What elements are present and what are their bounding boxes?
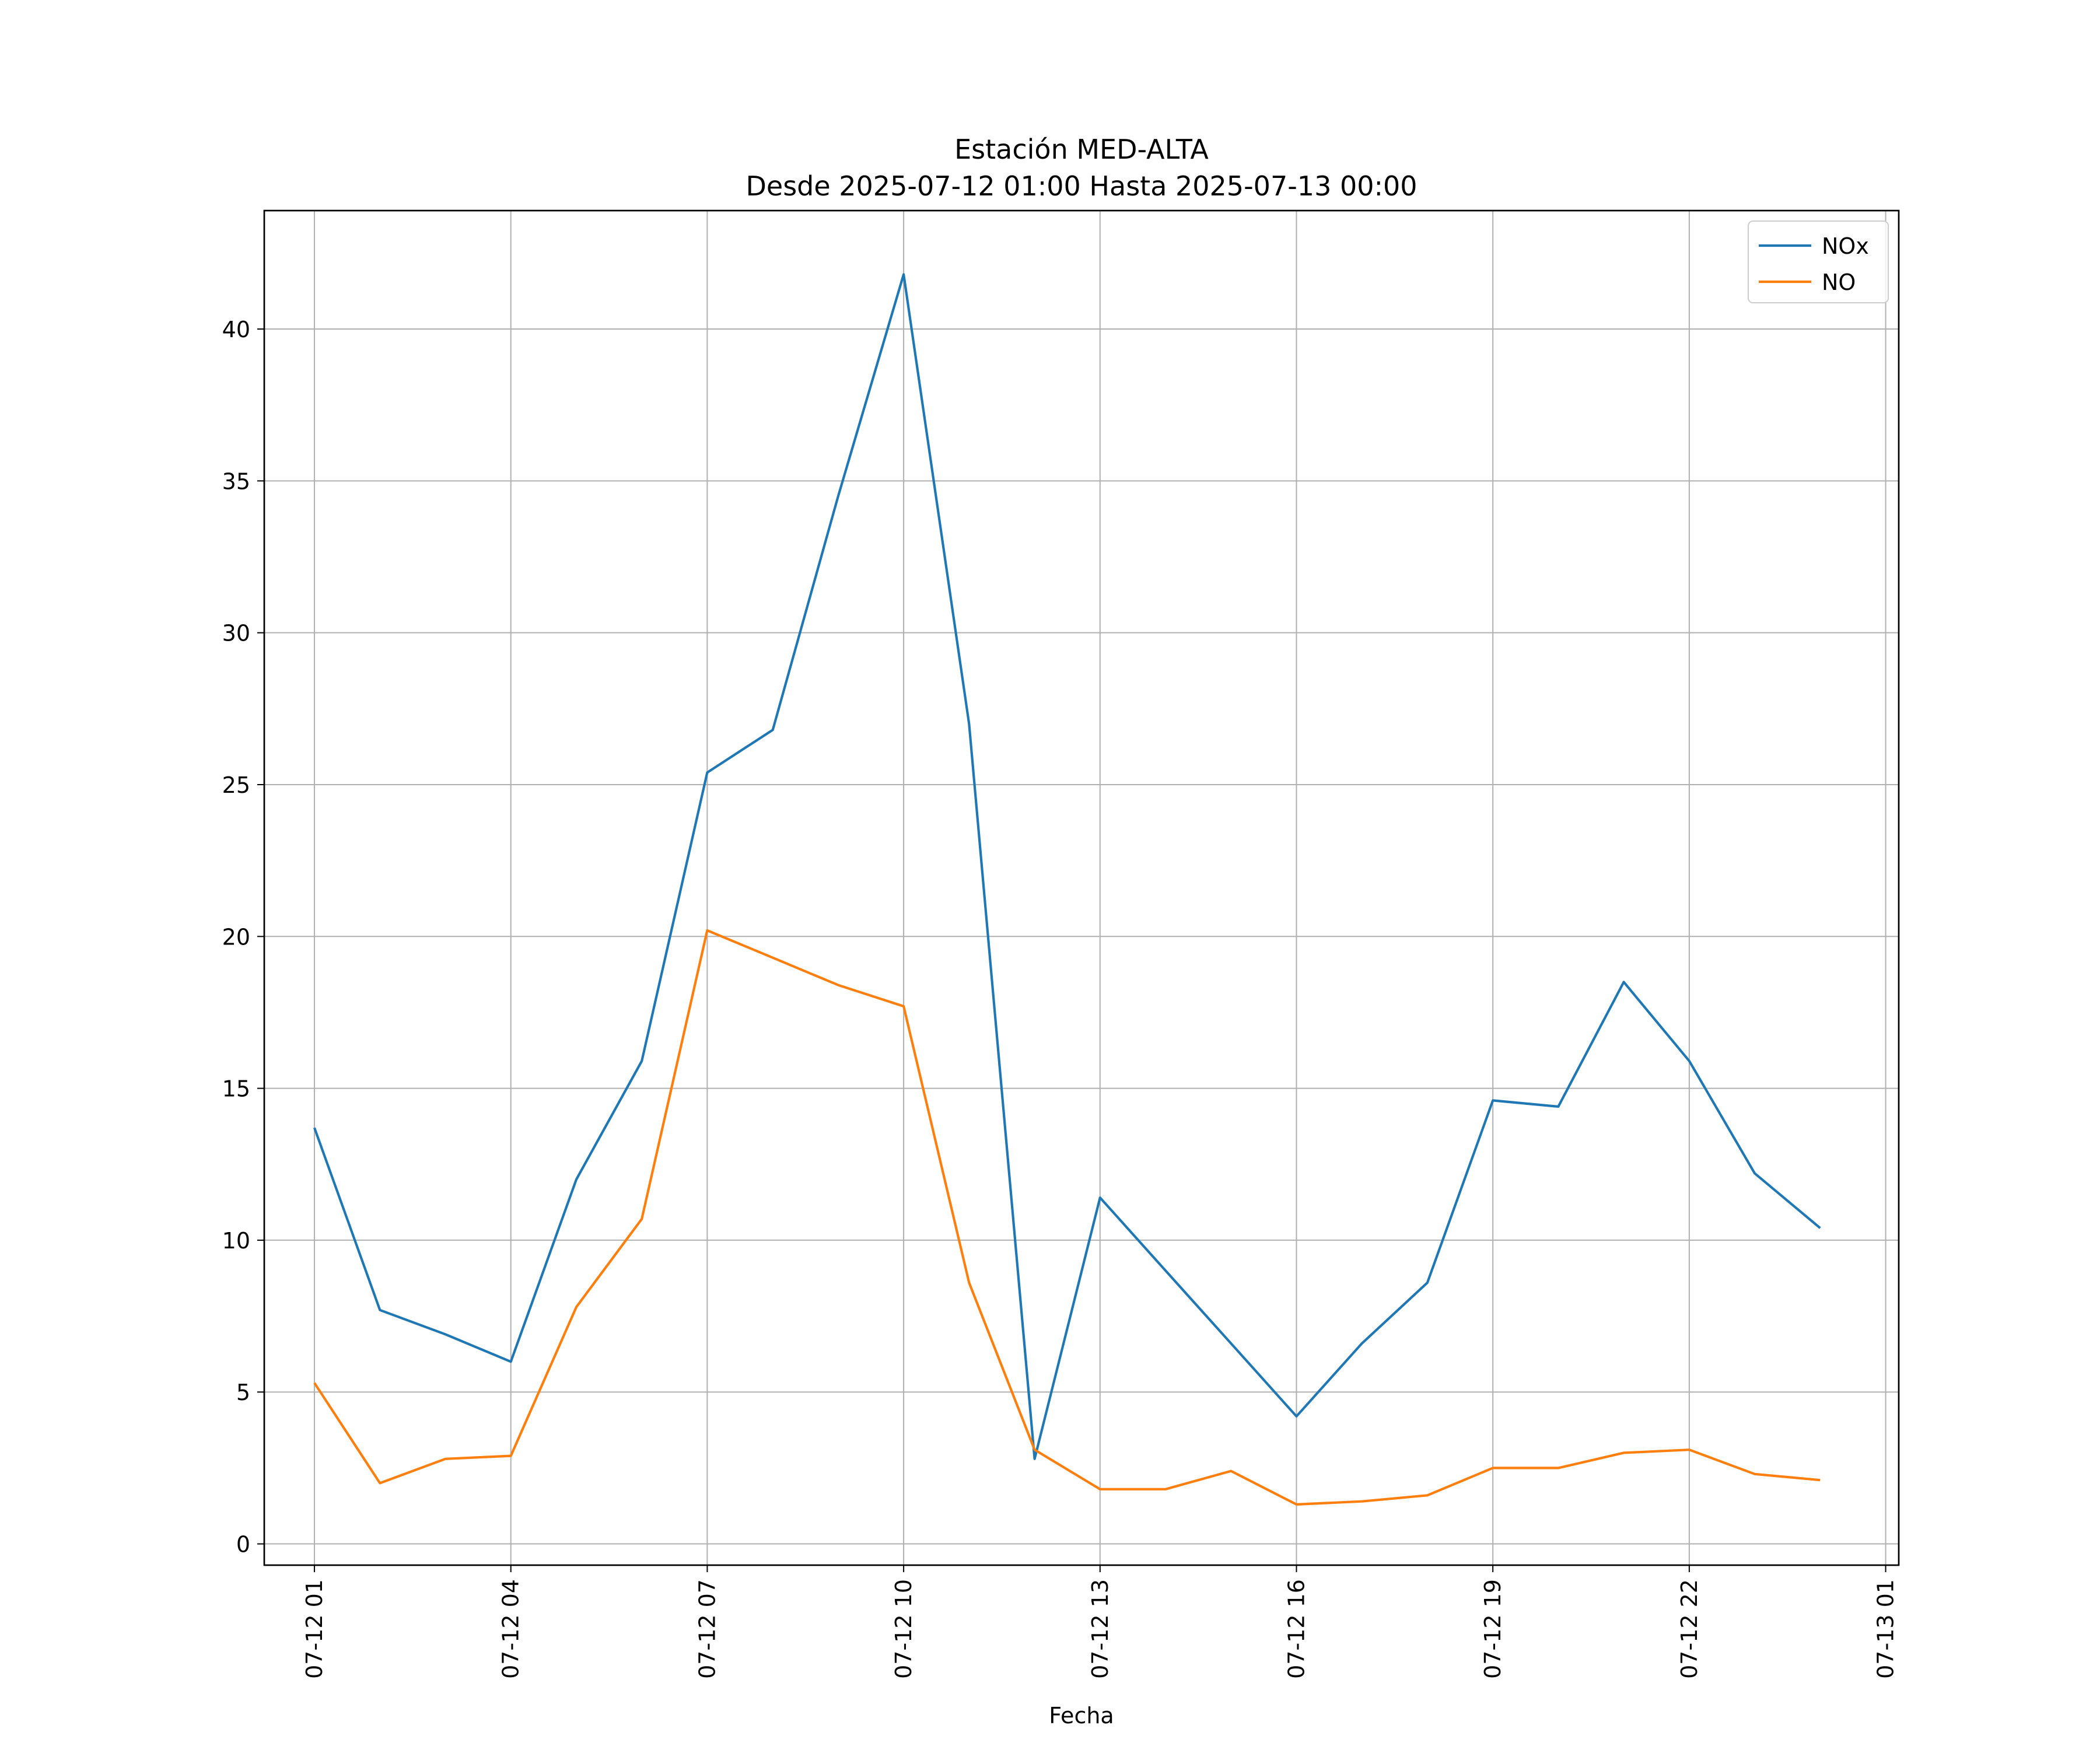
legend: NOx NO xyxy=(1748,221,1889,303)
x-tick-label: 07-12 13 xyxy=(1087,1579,1113,1679)
legend-label-nox: NOx xyxy=(1822,233,1869,259)
grid xyxy=(264,211,1899,1565)
y-tick-label: 35 xyxy=(222,468,250,494)
y-tick-label: 25 xyxy=(222,772,250,798)
plot-frame xyxy=(263,209,1900,1566)
series-lines xyxy=(313,273,1821,1506)
y-tick-label: 40 xyxy=(222,317,250,342)
series-line-no xyxy=(313,929,1821,1506)
y-tick-label: 10 xyxy=(222,1228,250,1254)
x-axis-label: Fecha xyxy=(1049,1703,1114,1728)
x-tick-label: 07-13 01 xyxy=(1873,1579,1899,1679)
chart-subtitle: Desde 2025-07-12 01:00 Hasta 2025-07-13 … xyxy=(746,170,1417,202)
y-tick-label: 0 xyxy=(236,1532,250,1558)
legend-label-no: NO xyxy=(1822,270,1856,295)
x-tick-label: 07-12 16 xyxy=(1283,1579,1309,1679)
series-line-nox xyxy=(313,273,1821,1460)
y-tick-label: 30 xyxy=(222,621,250,646)
chart-title: Estación MED-ALTA xyxy=(954,134,1209,165)
x-tick-label: 07-12 07 xyxy=(694,1579,720,1679)
x-tick-label: 07-12 01 xyxy=(302,1579,327,1679)
x-tick-label: 07-12 04 xyxy=(498,1579,524,1679)
y-tick-label: 5 xyxy=(236,1380,250,1405)
y-axis: 0 5 10 15 20 25 30 35 40 xyxy=(222,317,264,1558)
x-tick-label: 07-12 10 xyxy=(891,1579,916,1679)
x-axis: 07-12 01 07-12 04 07-12 07 07-12 10 07-12 13… xyxy=(302,1565,1899,1679)
x-tick-label: 07-12 19 xyxy=(1480,1579,1506,1679)
x-tick-label: 07-12 22 xyxy=(1676,1579,1702,1679)
y-tick-label: 20 xyxy=(222,924,250,950)
y-tick-label: 15 xyxy=(222,1076,250,1102)
